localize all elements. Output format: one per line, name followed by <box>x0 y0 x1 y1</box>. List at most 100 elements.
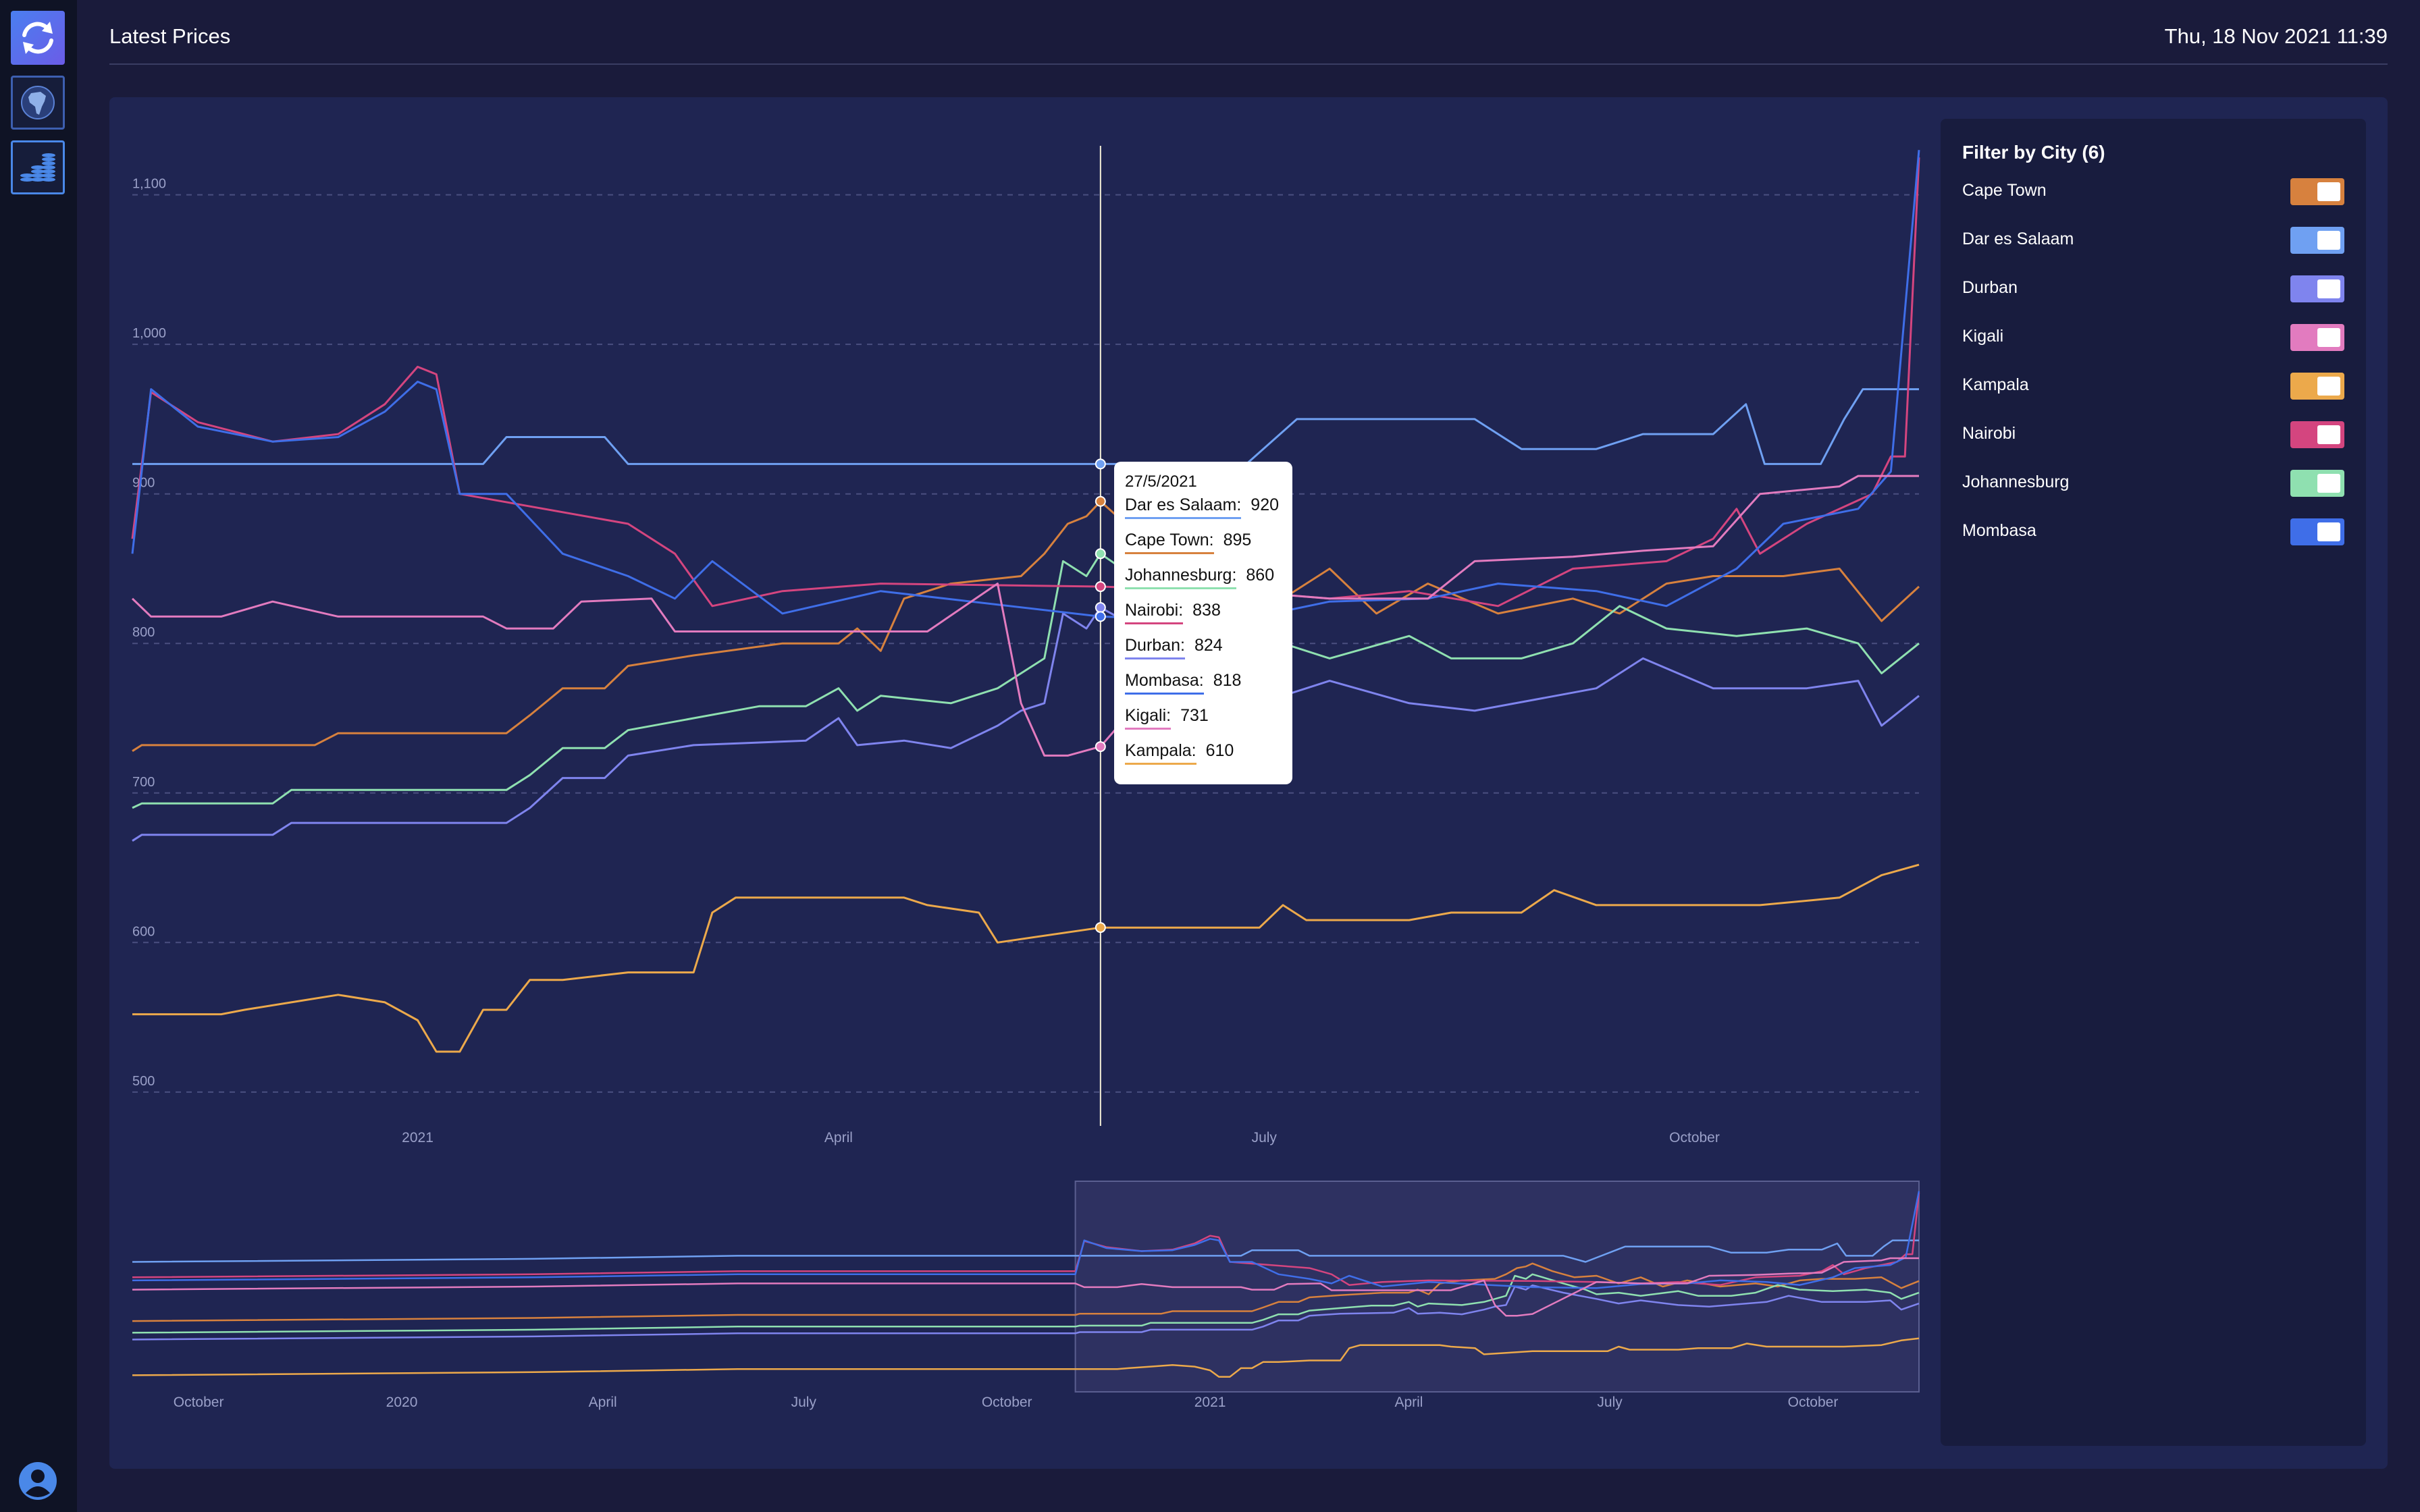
refresh-logo-button[interactable] <box>11 11 65 65</box>
africa-map-button[interactable] <box>11 76 65 130</box>
x-tick-label: October <box>1669 1130 1720 1145</box>
y-axis: 500 600 700 800 900 1,000 1,100 <box>132 177 166 1089</box>
filter-label: Cape Town <box>1962 181 2047 200</box>
navigator-tick-label: 2020 <box>386 1395 418 1410</box>
tooltip-date: 27/5/2021 <box>1125 473 1197 491</box>
city-toggle[interactable] <box>2290 324 2344 351</box>
globe-africa-icon <box>21 86 55 119</box>
tooltip-city: Cape Town: <box>1125 531 1214 554</box>
navigator-line-kigali <box>132 1257 1919 1317</box>
navigator-line-dar-es-salaam <box>132 1239 1919 1263</box>
city-toggle[interactable] <box>2290 275 2344 302</box>
refresh-icon <box>22 22 53 54</box>
navigator-line-mombasa <box>132 1191 1920 1289</box>
tooltip-value: 824 <box>1194 636 1223 655</box>
series-line-kampala <box>132 863 1920 1053</box>
tooltip-city: Durban: <box>1125 636 1185 659</box>
tooltip-value: 860 <box>1246 566 1275 585</box>
header-datetime: Thu, 18 Nov 2021 11:39 <box>2164 24 2388 48</box>
navigator-line-durban <box>132 1284 1920 1341</box>
tooltip-value: 610 <box>1205 741 1234 760</box>
city-toggle[interactable] <box>2290 227 2344 254</box>
user-icon[interactable] <box>18 1461 58 1501</box>
navigator-tick-label: 2021 <box>1194 1395 1226 1410</box>
tooltip-value: 838 <box>1192 601 1221 620</box>
navigator-tick-label: July <box>791 1395 817 1410</box>
filter-label: Mombasa <box>1962 521 2036 540</box>
crosshair-markers <box>1095 458 1106 934</box>
x-axis: 2021 April July October <box>402 1130 1720 1145</box>
tooltip-city: Mombasa: <box>1125 671 1204 695</box>
navigator: October 2020 April July October 2021 April July… <box>132 1181 1920 1410</box>
y-tick-label: 800 <box>132 625 155 640</box>
filter-item-durban: Durban <box>1962 273 2344 305</box>
toggle-knob <box>2317 425 2340 444</box>
grid-layer <box>132 194 1919 1093</box>
tooltip-value: 920 <box>1251 495 1280 514</box>
toggle-knob <box>2317 279 2340 298</box>
filter-label: Durban <box>1962 278 2018 297</box>
tooltip-city: Johannesburg: <box>1125 566 1237 589</box>
filter-item-dar-es-salaam: Dar es Salaam <box>1962 224 2344 256</box>
toggle-knob <box>2317 328 2340 347</box>
prices-button[interactable] <box>11 140 65 194</box>
navigator-tick-label: October <box>982 1395 1032 1410</box>
series-line-kigali <box>131 475 1919 757</box>
crosshair-marker <box>1095 602 1106 614</box>
navigator-tick-label: October <box>1788 1395 1839 1410</box>
tooltip-row: Nairobi: 838 <box>1125 601 1282 636</box>
city-toggle[interactable] <box>2290 373 2344 400</box>
navigator-line-kampala <box>132 1337 1920 1378</box>
header-divider <box>109 63 2388 65</box>
tooltip-row: Durban: 824 <box>1125 636 1282 671</box>
series-line-mombasa <box>131 150 1920 622</box>
city-toggle[interactable] <box>2290 421 2344 448</box>
city-toggle[interactable] <box>2290 518 2344 545</box>
tooltip-value: 731 <box>1180 706 1209 725</box>
tooltip-row: Kigali: 731 <box>1125 706 1282 741</box>
y-tick-label: 500 <box>132 1074 155 1089</box>
filter-title: Filter by City (6) <box>1962 142 2105 163</box>
city-toggle[interactable] <box>2290 178 2344 205</box>
navigator-line-johannesburg <box>132 1273 1920 1334</box>
navigator-tick-label: April <box>1394 1395 1423 1410</box>
filter-panel: Filter by City (6) Cape Town Dar es Salaa… <box>1941 119 2366 1446</box>
tooltip-row: Kampala: 610 <box>1125 741 1282 776</box>
y-tick-label: 600 <box>132 924 155 939</box>
coin-stack-icon <box>20 153 55 182</box>
page-title: Latest Prices <box>109 24 231 48</box>
crosshair-marker <box>1095 458 1106 470</box>
tooltip-row: Dar es Salaam: 920 <box>1125 495 1282 531</box>
filter-item-mombasa: Mombasa <box>1962 516 2344 548</box>
navigator-tick-label: April <box>589 1395 617 1410</box>
crosshair-marker <box>1095 548 1106 560</box>
y-tick-label: 1,000 <box>132 326 166 341</box>
filter-item-kampala: Kampala <box>1962 370 2344 402</box>
filter-label: Johannesburg <box>1962 473 2070 491</box>
chart-tooltip: 27/5/2021 Dar es Salaam: 920 Cape Town: 895… <box>1114 462 1292 784</box>
tooltip-city: Nairobi: <box>1125 601 1184 624</box>
toggle-knob <box>2317 522 2340 541</box>
filter-label: Kigali <box>1962 327 2004 346</box>
toggle-knob <box>2317 474 2340 493</box>
series-layer <box>131 150 1920 1053</box>
series-line-dar-es-salaam <box>132 388 1919 495</box>
tooltip-row: Johannesburg: 860 <box>1125 566 1282 601</box>
filter-item-cape-town: Cape Town <box>1962 176 2344 208</box>
navigator-line-cape-town <box>132 1262 1920 1322</box>
x-tick-label: April <box>824 1130 853 1145</box>
y-tick-label: 900 <box>132 476 155 491</box>
tooltip-city: Kigali: <box>1125 706 1172 730</box>
series-line-nairobi <box>131 157 1920 608</box>
toggle-knob <box>2317 377 2340 396</box>
filter-label: Dar es Salaam <box>1962 230 2074 248</box>
crosshair-marker <box>1095 611 1106 622</box>
city-toggle[interactable] <box>2290 470 2344 497</box>
tooltip-value: 895 <box>1223 531 1252 549</box>
toggle-knob <box>2317 182 2340 201</box>
tooltip-value: 818 <box>1213 671 1242 690</box>
tooltip-row: Cape Town: 895 <box>1125 531 1282 566</box>
crosshair-marker <box>1095 922 1106 934</box>
filter-item-nairobi: Nairobi <box>1962 418 2344 451</box>
